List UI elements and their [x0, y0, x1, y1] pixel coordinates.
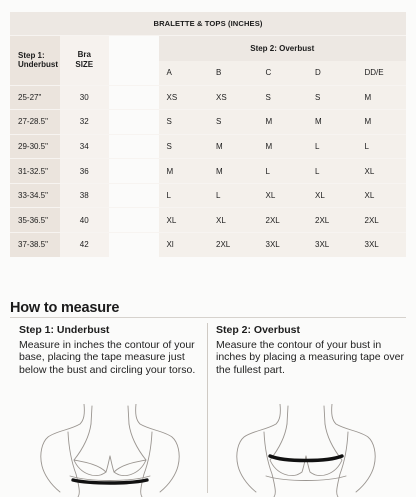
- bra-size-cell: 32: [59, 109, 109, 135]
- cup-letter: DD/E: [356, 61, 406, 86]
- table-row: 31-32.5" 36 M M L L XL: [10, 158, 406, 184]
- bra-size-cell: 34: [59, 133, 109, 159]
- size-value-cell: L: [307, 158, 357, 184]
- size-value-cell: S: [257, 84, 307, 110]
- underbust-range-cell: 31-32.5": [10, 158, 60, 184]
- column-gap: [109, 231, 159, 257]
- size-value-cell: XS: [208, 84, 258, 110]
- table-row: 25-27" 30 XS XS S S M: [10, 84, 406, 110]
- size-value-cell: L: [208, 182, 258, 208]
- size-value-cell: M: [356, 109, 406, 135]
- cup-letter: D: [307, 61, 357, 86]
- size-value-cell: M: [257, 109, 307, 135]
- cup-letter: C: [257, 61, 307, 86]
- step1-text: Measure in inches the contour of your ba…: [19, 338, 196, 376]
- column-gap: [109, 35, 159, 86]
- underbust-range-cell: 37-38.5": [10, 231, 60, 257]
- step1-underbust-header: Step 1: Underbust: [10, 35, 60, 86]
- size-value-cell: 2XL: [307, 207, 357, 233]
- size-value-cell: L: [158, 182, 208, 208]
- table-row: 29-30.5" 34 S M M L L: [10, 133, 406, 159]
- step2-text: Measure the contour of your bust in inch…: [216, 338, 404, 376]
- bra-size-header: Bra SIZE: [59, 35, 109, 86]
- underbust-range-cell: 29-30.5": [10, 133, 60, 159]
- size-value-cell: Xl: [158, 231, 208, 257]
- size-value-cell: S: [158, 109, 208, 135]
- table-row: 35-36.5" 40 XL XL 2XL 2XL 2XL: [10, 207, 406, 233]
- size-value-cell: S: [208, 109, 258, 135]
- size-chart-table: BRALETTE & TOPS (INCHES) Step 1: Underbu…: [10, 12, 406, 257]
- size-value-cell: M: [158, 158, 208, 184]
- bra-size-cell: 38: [59, 182, 109, 208]
- cup-letter-row: A B C D DD/E: [10, 61, 406, 86]
- cup-letter: B: [208, 61, 258, 86]
- step2-overbust-header: Step 2: Overbust: [158, 35, 406, 62]
- bra-size-cell: 40: [59, 207, 109, 233]
- size-value-cell: L: [356, 133, 406, 159]
- size-value-cell: 2XL: [208, 231, 258, 257]
- table-title-row: BRALETTE & TOPS (INCHES): [10, 12, 406, 36]
- size-value-cell: M: [257, 133, 307, 159]
- overbust-illustration-icon: [236, 404, 376, 497]
- size-value-cell: L: [257, 158, 307, 184]
- underbust-range-cell: 35-36.5": [10, 207, 60, 233]
- table-row: 27-28.5" 32 S S M M M: [10, 109, 406, 135]
- cup-letter: A: [158, 61, 208, 86]
- size-value-cell: 3XL: [257, 231, 307, 257]
- column-gap: [109, 158, 159, 184]
- underbust-illustration-icon: [40, 404, 180, 497]
- size-value-cell: XL: [208, 207, 258, 233]
- size-value-cell: XL: [257, 182, 307, 208]
- size-value-cell: M: [356, 84, 406, 110]
- bra-size-cell: 36: [59, 158, 109, 184]
- size-value-cell: M: [307, 109, 357, 135]
- size-value-cell: XL: [158, 207, 208, 233]
- size-value-cell: L: [307, 133, 357, 159]
- size-value-cell: 3XL: [356, 231, 406, 257]
- bra-size-header-line2: SIZE: [75, 60, 94, 70]
- size-value-cell: 2XL: [356, 207, 406, 233]
- size-value-cell: XS: [158, 84, 208, 110]
- step1-title: Step 1: Underbust: [19, 324, 110, 336]
- table-header-row: Step 1: Underbust Bra SIZE Step 2: Overb…: [10, 35, 406, 86]
- table-title: BRALETTE & TOPS (INCHES): [10, 12, 406, 36]
- table-row: 33-34.5" 38 L L XL XL XL: [10, 182, 406, 208]
- section-divider-line: [10, 317, 406, 318]
- bra-size-cell: 30: [59, 84, 109, 110]
- size-value-cell: 2XL: [257, 207, 307, 233]
- size-value-cell: M: [208, 133, 258, 159]
- step2-title: Step 2: Overbust: [216, 324, 301, 336]
- step2-instructions: Step 2: Overbust Measure the contour of …: [216, 324, 406, 376]
- column-gap: [109, 84, 159, 110]
- size-value-cell: 3XL: [307, 231, 357, 257]
- column-gap: [109, 109, 159, 135]
- underbust-range-cell: 33-34.5": [10, 182, 60, 208]
- step1-instructions: Step 1: Underbust Measure in inches the …: [19, 324, 209, 376]
- column-gap: [109, 182, 159, 208]
- size-value-cell: S: [307, 84, 357, 110]
- underbust-range-cell: 25-27": [10, 84, 60, 110]
- steps-divider: [207, 323, 208, 493]
- column-gap: [109, 207, 159, 233]
- bra-size-header-line1: Bra: [77, 50, 91, 60]
- column-gap: [109, 133, 159, 159]
- table-row: 37-38.5" 42 Xl 2XL 3XL 3XL 3XL: [10, 231, 406, 257]
- underbust-range-cell: 27-28.5": [10, 109, 60, 135]
- size-value-cell: XL: [307, 182, 357, 208]
- size-value-cell: XL: [356, 158, 406, 184]
- size-value-cell: XL: [356, 182, 406, 208]
- how-to-measure-title: How to measure: [10, 300, 120, 316]
- bra-size-cell: 42: [59, 231, 109, 257]
- size-value-cell: M: [208, 158, 258, 184]
- size-value-cell: S: [158, 133, 208, 159]
